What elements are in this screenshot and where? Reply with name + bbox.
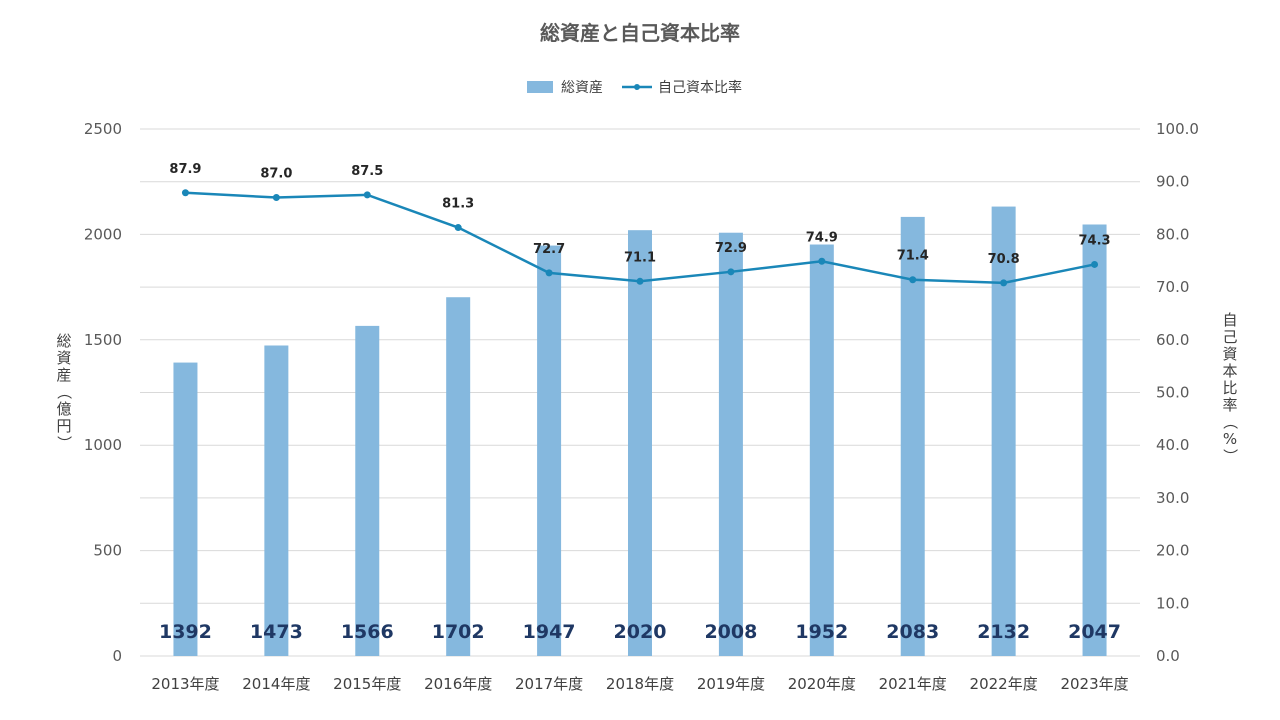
y-left-tick-label: 500 bbox=[93, 542, 122, 560]
y-axis-right: 0.0 10.0 20.0 30.0 40.0 50.0 60.0 70.0 80.0 90.0 1… bbox=[1156, 120, 1199, 665]
y-right-tick-label: 80.0 bbox=[1156, 225, 1189, 243]
y-left-tick-label: 2500 bbox=[84, 120, 122, 138]
line-point bbox=[272, 194, 280, 202]
line-point bbox=[181, 189, 189, 197]
line-point bbox=[818, 257, 826, 265]
x-tick-label: 2022年度 bbox=[970, 675, 1038, 693]
bar bbox=[1082, 224, 1107, 656]
line-value-label: 71.4 bbox=[897, 249, 929, 264]
line-point bbox=[545, 269, 553, 277]
bar-value-label: 2008 bbox=[704, 621, 757, 643]
legend-label-line: 自己資本比率 bbox=[658, 79, 742, 96]
line-value-label: 87.5 bbox=[351, 164, 383, 179]
bar-value-label: 2020 bbox=[614, 621, 667, 643]
line-value-label: 87.0 bbox=[260, 167, 292, 182]
y-right-tick-label: 70.0 bbox=[1156, 278, 1189, 296]
y-right-tick-label: 90.0 bbox=[1156, 173, 1189, 191]
bar-value-label: 1947 bbox=[523, 621, 576, 643]
bar bbox=[446, 297, 471, 656]
x-tick-label: 2020年度 bbox=[788, 675, 856, 693]
y-right-tick-label: 40.0 bbox=[1156, 436, 1189, 454]
y-right-tick-label: 10.0 bbox=[1156, 594, 1189, 612]
line-value-label: 81.3 bbox=[442, 197, 474, 212]
bar bbox=[355, 325, 380, 656]
legend-swatch-marker bbox=[634, 84, 640, 90]
y-right-tick-label: 100.0 bbox=[1156, 120, 1199, 138]
line-point bbox=[909, 276, 917, 284]
bar-value-label: 1952 bbox=[795, 621, 848, 643]
bar bbox=[718, 232, 743, 656]
bar-value-label: 2047 bbox=[1068, 621, 1121, 643]
y-left-tick-label: 2000 bbox=[84, 225, 122, 243]
y-axis-right-label: 自己資本比率%（ ） bbox=[1221, 311, 1239, 464]
legend-label-bar: 総資産 bbox=[561, 80, 603, 96]
line-value-label: 72.7 bbox=[533, 242, 565, 257]
x-tick-label: 2015年度 bbox=[333, 675, 401, 693]
bars: 1392 1473 1566 1702 1947 2020 2008 1952 2083 2132… bbox=[159, 206, 1121, 657]
axis-title-paren: ） bbox=[55, 435, 73, 450]
y-right-tick-label: 60.0 bbox=[1156, 331, 1189, 349]
line-value-label: 71.1 bbox=[624, 250, 656, 265]
line-point bbox=[727, 268, 735, 276]
ratio-line: 87.9 87.0 87.5 81.3 72.7 71.1 72.9 74.9 71.4 70.8… bbox=[169, 162, 1111, 287]
bar-value-label: 1566 bbox=[341, 621, 394, 643]
line-value-label: 74.9 bbox=[806, 230, 838, 245]
axis-title-text: 総資産億円 bbox=[56, 332, 71, 435]
bar-value-label: 2132 bbox=[977, 621, 1030, 643]
y-axis-left: 0 500 1000 1500 2000 2500 bbox=[84, 120, 122, 665]
legend: 総資産 自己資本比率 bbox=[527, 79, 742, 96]
legend-swatch-bar bbox=[527, 81, 553, 93]
x-tick-label: 2013年度 bbox=[151, 675, 219, 693]
bar bbox=[173, 362, 198, 656]
line-point bbox=[1000, 279, 1008, 287]
line-value-label: 72.9 bbox=[715, 241, 747, 256]
x-tick-label: 2023年度 bbox=[1060, 675, 1128, 693]
axis-title-text: 自己資本比率% bbox=[1222, 311, 1237, 448]
y-right-tick-label: 30.0 bbox=[1156, 489, 1189, 507]
bar bbox=[991, 206, 1016, 656]
line-value-label: 70.8 bbox=[988, 252, 1020, 267]
bar-value-label: 1392 bbox=[159, 621, 212, 643]
line-value-label: 87.9 bbox=[169, 162, 201, 177]
x-axis: 2013年度 2014年度 2015年度 2016年度 2017年度 2018年度 2019… bbox=[151, 675, 1128, 693]
bar-value-label: 1473 bbox=[250, 621, 303, 643]
y-right-tick-label: 0.0 bbox=[1156, 647, 1180, 665]
line-point bbox=[363, 191, 371, 199]
y-left-tick-label: 0 bbox=[112, 647, 122, 665]
bar-value-label: 1702 bbox=[432, 621, 485, 643]
y-left-tick-label: 1500 bbox=[84, 331, 122, 349]
line-point bbox=[636, 277, 644, 285]
x-tick-label: 2021年度 bbox=[879, 675, 947, 693]
bar bbox=[900, 216, 925, 656]
chart-title: 総資産と自己資本比率 bbox=[540, 21, 740, 45]
axis-title-paren: ） bbox=[1221, 448, 1239, 463]
x-tick-label: 2016年度 bbox=[424, 675, 492, 693]
bar-value-label: 2083 bbox=[886, 621, 939, 643]
bar bbox=[264, 345, 289, 656]
y-axis-left-label: 総資産億円（ ） bbox=[55, 332, 73, 451]
x-tick-label: 2018年度 bbox=[606, 675, 674, 693]
bar bbox=[537, 245, 562, 657]
line-value-label: 74.3 bbox=[1079, 233, 1111, 248]
line-point bbox=[1091, 260, 1099, 268]
x-tick-label: 2014年度 bbox=[242, 675, 310, 693]
y-right-tick-label: 20.0 bbox=[1156, 542, 1189, 560]
y-left-tick-label: 1000 bbox=[84, 436, 122, 454]
axis-title-paren: （ bbox=[1221, 414, 1239, 429]
bar bbox=[628, 230, 652, 656]
y-right-tick-label: 50.0 bbox=[1156, 384, 1189, 402]
x-tick-label: 2019年度 bbox=[697, 675, 765, 693]
x-tick-label: 2017年度 bbox=[515, 675, 583, 693]
line-point bbox=[454, 224, 462, 232]
bar bbox=[809, 244, 834, 656]
axis-title-paren: （ bbox=[55, 384, 73, 399]
